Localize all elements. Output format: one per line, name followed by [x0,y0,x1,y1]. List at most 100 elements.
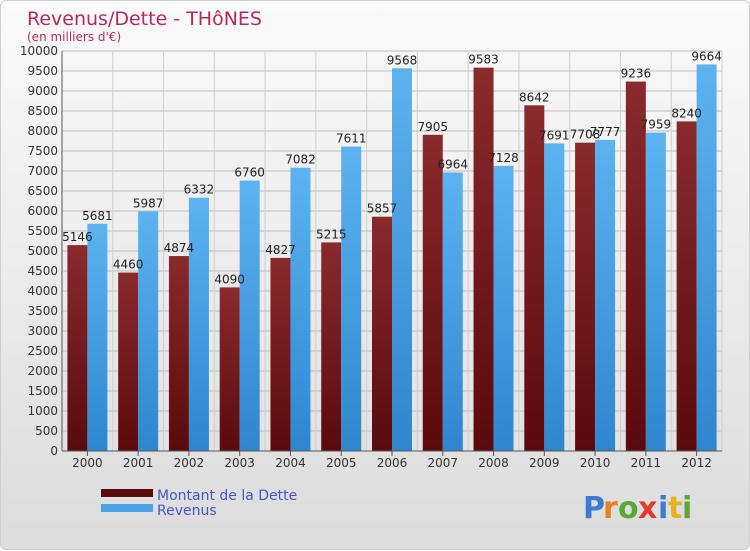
data-label-debt: 9236 [621,67,652,81]
y-tick-label: 4500 [27,264,58,278]
y-tick-label: 8000 [27,124,58,138]
data-label-revenus: 5681 [82,209,113,223]
logo-letter: P [583,491,605,526]
y-tick-label: 9500 [27,64,58,78]
bar-revenus [544,143,565,452]
data-label-debt: 4827 [265,243,296,257]
x-tick-label: 2002 [174,456,205,470]
data-label-debt: 7905 [417,120,448,134]
x-tick-label: 2008 [478,456,509,470]
x-tick-label: 2007 [427,456,458,470]
y-tick-label: 3000 [27,324,58,338]
axes: 0 500 1000 1500 2000 2500 3000 3500 4000 4500 5000… [20,44,722,470]
x-tick-label: 2006 [377,456,408,470]
bars [67,64,717,452]
y-tick-label: 5500 [27,224,58,238]
bar-debt [473,67,494,452]
data-label-revenus: 7082 [285,153,316,167]
data-label-revenus: 7691 [539,128,570,142]
x-tick-label: 2012 [681,456,712,470]
bar-debt [67,245,88,451]
data-label-debt: 8240 [671,106,702,120]
data-label-revenus: 9664 [691,49,722,63]
data-label-revenus: 6964 [437,157,468,171]
x-tick-label: 2001 [123,456,154,470]
bar-revenus [645,132,666,451]
x-tick-label: 2003 [224,456,255,470]
y-tick-label: 2000 [27,364,58,378]
y-tick-label: 9000 [27,84,58,98]
y-tick-label: 3500 [27,304,58,318]
bar-debt [219,287,240,451]
data-labels: 5146 5681 4460 5987 4874 6332 4090 6760 4827 7082… [62,49,722,286]
logo-letter: t [668,491,682,526]
data-label-revenus: 6332 [184,183,215,197]
logo-letter: x [638,491,657,526]
data-label-revenus: 9568 [387,53,418,67]
y-tick-label: 10000 [20,44,58,58]
bar-revenus [341,146,362,451]
y-tick-label: 2500 [27,344,58,358]
bar-revenus [696,64,717,451]
bar-debt [575,142,596,451]
data-label-debt: 4460 [113,258,144,272]
bar-revenus [188,197,209,451]
data-label-revenus: 7959 [641,118,672,132]
y-tick-label: 7000 [27,164,58,178]
data-label-revenus: 7611 [336,132,367,146]
x-tick-label: 2009 [529,456,560,470]
x-tick-label: 2000 [72,456,103,470]
data-label-debt: 4090 [214,272,245,286]
legend: Montant de la Dette Revenus [101,488,297,519]
data-label-debt: 4874 [164,241,195,255]
y-tick-label: 6000 [27,204,58,218]
data-label-revenus: 7777 [590,125,621,139]
y-tick-label: 6500 [27,184,58,198]
bar-revenus [138,211,159,451]
data-label-revenus: 6760 [234,166,265,180]
y-tick-label: 4000 [27,284,58,298]
bar-debt [524,105,545,451]
bar-revenus [290,167,311,451]
y-tick-label: 1500 [27,384,58,398]
data-label-debt: 8642 [519,90,550,104]
bar-debt [321,242,342,451]
legend-label-debt: Montant de la Dette [157,488,297,504]
bar-debt [168,256,189,451]
y-tick-label: 500 [35,424,58,438]
data-label-debt: 5146 [62,230,93,244]
bar-debt [422,134,443,452]
data-label-debt: 9583 [468,53,499,67]
data-label-debt: 7708 [570,128,601,142]
bar-debt [625,81,646,451]
logo-letter: r [603,491,618,526]
chart-subtitle: (en milliers d'€) [27,30,121,44]
legend-swatch-revenus [101,504,153,512]
legend-swatch-debt [101,489,153,497]
bar-debt [118,272,139,451]
bar-debt [372,216,392,451]
logo-letter: o [618,491,639,526]
bar-revenus [442,172,463,451]
x-tick-label: 2010 [580,456,611,470]
bar-revenus [493,165,514,451]
logo-letter: i [682,491,692,526]
y-tick-label: 1000 [27,404,58,418]
y-tick-label: 8500 [27,104,58,118]
y-tick-label: 5000 [27,244,58,258]
data-label-revenus: 5987 [133,197,164,211]
bar-debt [676,121,697,452]
x-tick-label: 2004 [275,456,306,470]
data-label-revenus: 7128 [488,151,519,165]
y-tick-label: 0 [50,444,58,458]
proxiti-logo: Pr o x i t i [583,491,692,526]
bar-revenus [392,68,412,451]
x-tick-label: 2005 [326,456,357,470]
logo-letter: i [658,491,668,526]
bar-debt [270,257,291,451]
y-tick-label: 7500 [27,144,58,158]
data-label-debt: 5215 [316,227,347,241]
legend-label-revenus: Revenus [157,503,217,519]
